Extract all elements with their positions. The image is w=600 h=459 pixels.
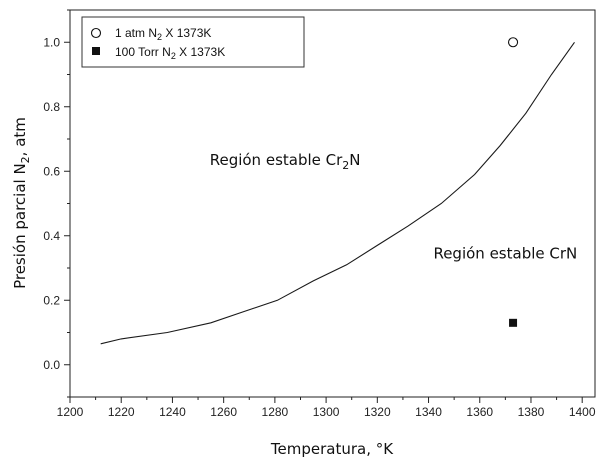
data-point-open-circle — [507, 37, 519, 48]
x-tick-label: 1340 — [415, 405, 442, 419]
x-tick-label: 1300 — [313, 405, 340, 419]
x-tick-label: 1240 — [159, 405, 186, 419]
annotation-region-crn: Región estable CrN — [433, 244, 577, 262]
y-tick-label: 0.4 — [43, 229, 60, 243]
plot-frame — [69, 9, 596, 398]
x-tick-label: 1360 — [466, 405, 493, 419]
x-tick-label: 1400 — [569, 405, 596, 419]
x-tick-label: 1260 — [210, 405, 237, 419]
x-axis-ticks: 1200 1220 1240 1260 1280 1300 1320 1340 1360 1380… — [57, 397, 596, 419]
legend-entry-2: 100 Torr N2 X 1373K — [115, 45, 225, 61]
x-tick-label: 1380 — [518, 405, 545, 419]
legend: 1 atm N2 X 1373K 100 Torr N2 X 1373K — [81, 16, 305, 68]
legend-marker-filled-square — [92, 47, 100, 55]
stability-boundary-curve — [100, 41, 575, 345]
y-tick-label: 0.8 — [43, 100, 60, 114]
y-tick-label: 0.6 — [43, 164, 60, 178]
y-axis-ticks: 0.0 0.2 0.4 0.6 0.8 1.0 — [43, 9, 70, 398]
x-tick-label: 1320 — [364, 405, 391, 419]
x-axis-title: Temperatura, °K — [270, 440, 394, 458]
y-axis-title: Presión parcial N2, atm — [11, 117, 32, 289]
legend-marker-open-circle — [90, 27, 102, 39]
data-point-filled-square — [509, 318, 518, 327]
x-tick-label: 1200 — [57, 405, 84, 419]
x-tick-label: 1280 — [262, 405, 289, 419]
x-tick-label: 1220 — [108, 405, 135, 419]
legend-box — [81, 16, 305, 68]
annotation-region-cr2n: Región estable Cr2N — [210, 151, 361, 172]
y-tick-label: 0.2 — [43, 293, 60, 307]
y-tick-label: 0.0 — [43, 358, 60, 372]
y-tick-label: 1.0 — [43, 35, 60, 49]
data-points — [507, 37, 519, 327]
legend-entry-1: 1 atm N2 X 1373K — [115, 26, 211, 42]
